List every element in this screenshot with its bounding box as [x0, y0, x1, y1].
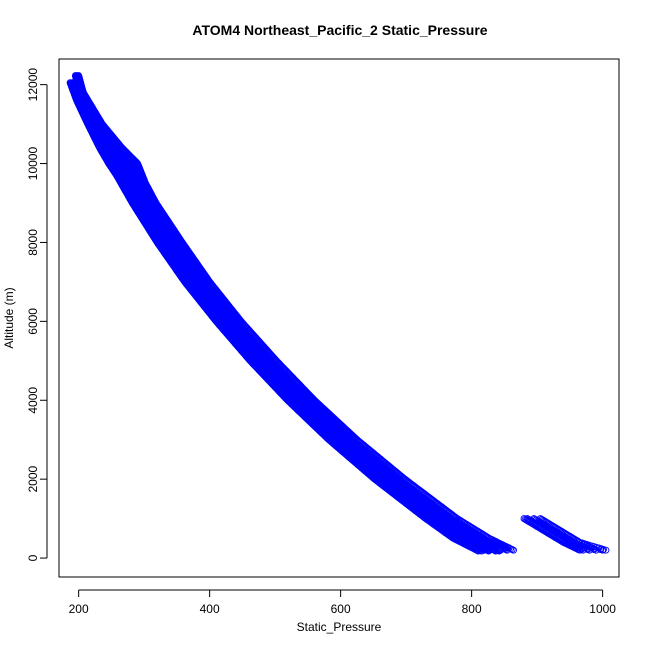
chart-title: ATOM4 Northeast_Pacific_2 Static_Pressur… [192, 22, 487, 38]
data-points [66, 72, 610, 555]
plot-frame [58, 58, 620, 578]
